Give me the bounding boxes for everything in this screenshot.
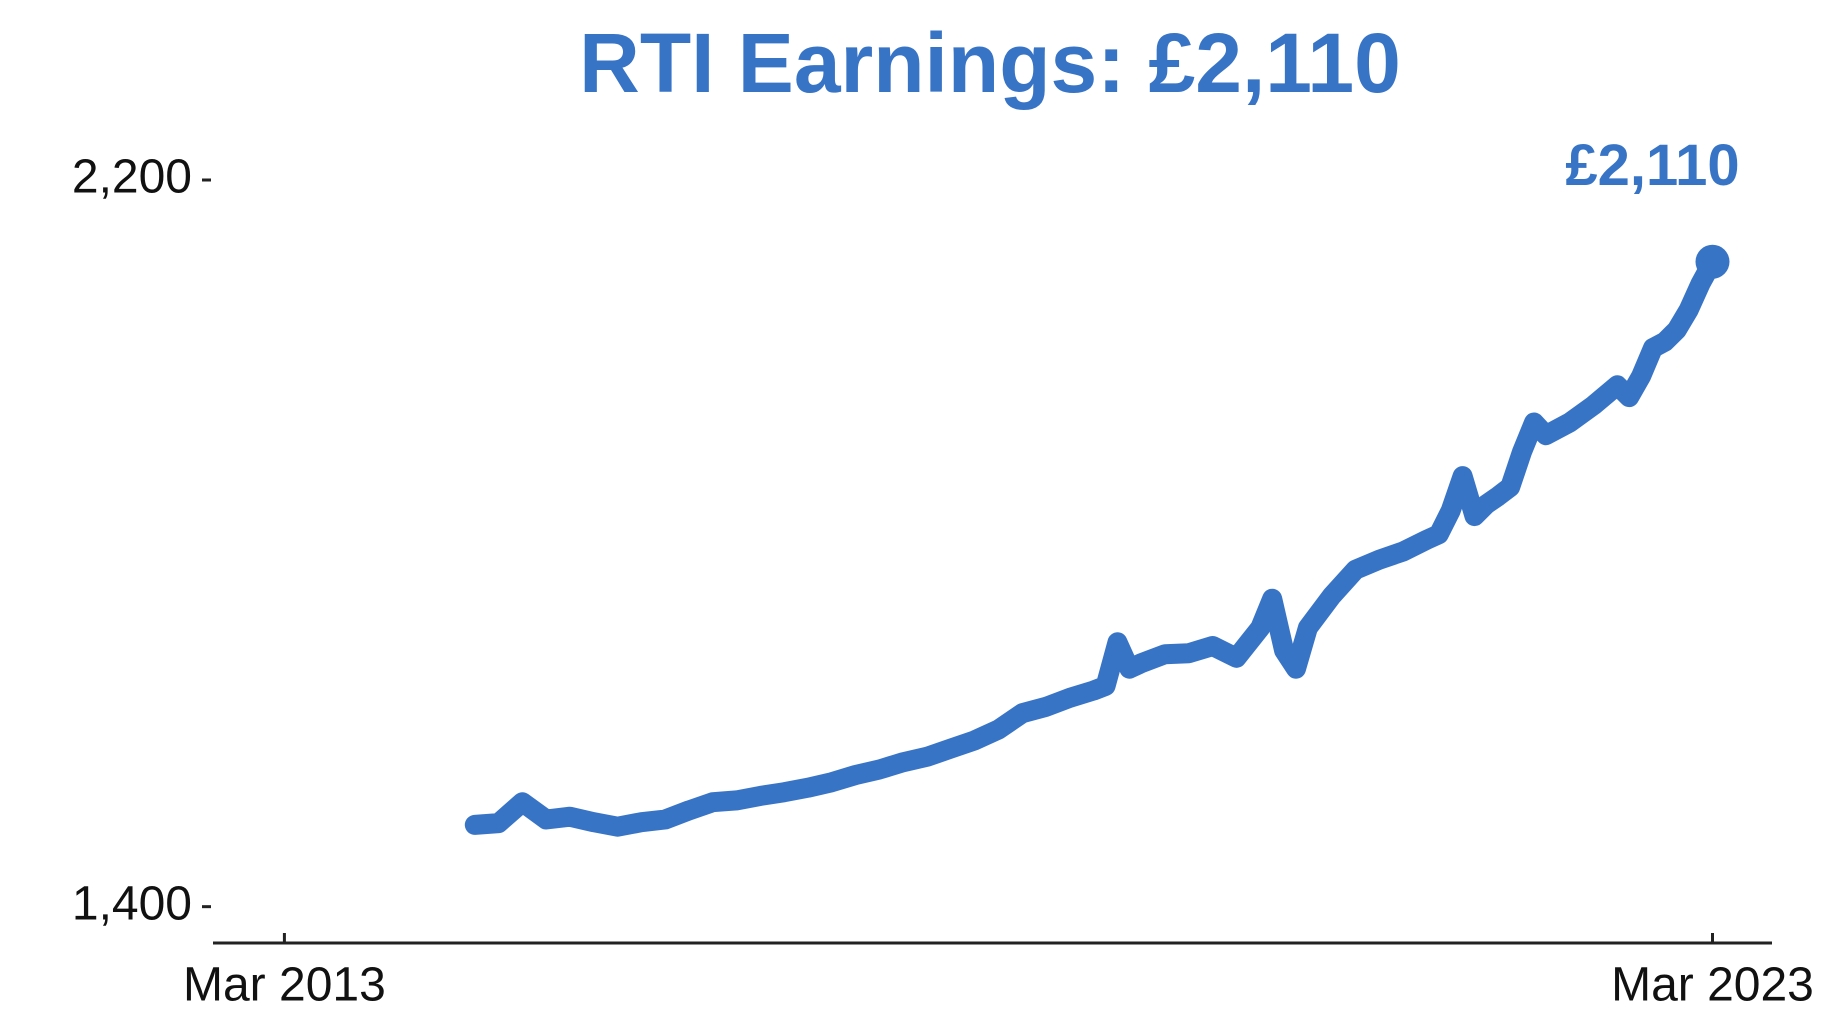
y-tick-label: 1,400 (72, 877, 192, 930)
end-point (1695, 244, 1730, 279)
y-tick-label: 2,200 (72, 151, 192, 204)
x-tick-label: Mar 2013 (183, 959, 386, 1012)
x-tick-label: Mar 2023 (1611, 959, 1814, 1012)
chart-title: RTI Earnings: £2,110 (579, 16, 1401, 110)
line-series (464, 251, 1723, 837)
end-label: £2,110 (1565, 133, 1739, 198)
